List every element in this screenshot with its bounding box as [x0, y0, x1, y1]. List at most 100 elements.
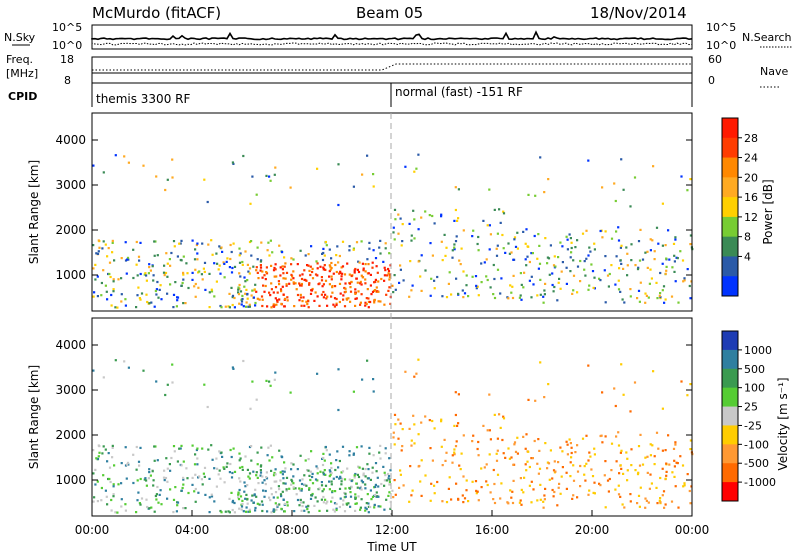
- colorbar-swatch: [722, 118, 738, 139]
- power-cell: [136, 294, 139, 297]
- colorbar-swatch: [722, 276, 738, 297]
- power-cell: [461, 289, 464, 292]
- power-cell: [155, 175, 158, 178]
- power-cell: [588, 246, 591, 249]
- power-cell: [102, 171, 105, 174]
- power-cell: [579, 280, 582, 283]
- power-cell: [116, 306, 119, 309]
- power-cell: [146, 300, 149, 304]
- velocity-cell: [153, 445, 156, 448]
- power-cell: [488, 248, 491, 251]
- power-cell: [106, 255, 109, 258]
- velocity-cell: [269, 499, 272, 502]
- nave-tick-top: 60: [708, 53, 722, 66]
- power-cell: [299, 284, 302, 287]
- power-cell: [496, 244, 499, 247]
- velocity-cell: [238, 459, 241, 462]
- velocity-cell: [359, 506, 362, 509]
- velocity-cell: [365, 502, 368, 505]
- power-cell: [263, 274, 266, 277]
- power-cell: [480, 262, 483, 265]
- power-cell: [633, 176, 637, 179]
- power-cell: [292, 277, 295, 280]
- velocity-cell: [191, 483, 194, 486]
- velocity-cell: [383, 479, 386, 482]
- power-cell: [299, 249, 302, 252]
- power-cell: [337, 261, 340, 264]
- power-cell: [511, 296, 515, 300]
- power-cell: [615, 255, 618, 258]
- velocity-cell: [358, 466, 361, 469]
- velocity-cell: [392, 496, 395, 499]
- power-cell: [370, 293, 373, 296]
- power-cell: [257, 277, 260, 280]
- power-cell: [398, 281, 401, 284]
- velocity-cell: [328, 488, 331, 491]
- power-cell: [637, 266, 640, 269]
- colorbar-tick-label: 20: [744, 171, 758, 184]
- nave-tick-bottom: 0: [708, 74, 715, 87]
- power-cell: [623, 301, 626, 304]
- velocity-cell: [393, 443, 396, 446]
- velocity-cell: [265, 379, 268, 382]
- power-cell: [513, 236, 517, 239]
- velocity-cell: [445, 451, 448, 454]
- velocity-cell: [641, 463, 645, 466]
- power-cell: [393, 238, 396, 241]
- velocity-cell: [126, 463, 129, 466]
- velocity-cell: [239, 480, 242, 483]
- velocity-cell: [107, 452, 110, 455]
- colorbar-swatch: [722, 482, 738, 502]
- velocity-cell: [591, 475, 595, 478]
- velocity-cell: [316, 479, 319, 482]
- velocity-cell: [196, 457, 199, 460]
- power-cell: [593, 242, 596, 245]
- power-cell: [256, 271, 259, 274]
- power-cell: [220, 246, 223, 249]
- power-cell: [277, 280, 280, 283]
- power-cell: [117, 278, 120, 281]
- power-cell: [534, 194, 537, 197]
- velocity-cell: [394, 423, 397, 426]
- power-cell: [620, 158, 623, 161]
- power-cell: [429, 294, 432, 297]
- power-cell: [644, 301, 647, 304]
- velocity-cell: [344, 487, 347, 490]
- power-cell: [320, 279, 324, 282]
- power-cell: [112, 288, 115, 291]
- power-cell: [668, 258, 671, 261]
- power-cell: [462, 270, 465, 273]
- velocity-cell: [286, 504, 289, 507]
- velocity-cell: [136, 499, 139, 502]
- velocity-cell: [459, 468, 462, 471]
- power-cell: [359, 301, 362, 304]
- velocity-cell: [683, 482, 686, 485]
- power-cell: [274, 286, 278, 289]
- power-cell: [621, 298, 624, 301]
- velocity-cell: [637, 445, 641, 448]
- velocity-cell: [671, 471, 674, 474]
- velocity-cell: [528, 484, 531, 487]
- velocity-cell: [649, 443, 652, 446]
- velocity-cell: [139, 446, 142, 449]
- power-cell: [393, 274, 396, 277]
- power-cell: [135, 306, 138, 309]
- power-cell: [245, 305, 248, 308]
- velocity-cell: [310, 450, 313, 453]
- velocity-cell: [338, 477, 341, 480]
- power-cell: [569, 270, 572, 273]
- velocity-cell: [101, 452, 104, 455]
- velocity-cell: [107, 477, 110, 481]
- power-cell: [367, 306, 370, 309]
- velocity-cell: [285, 489, 288, 492]
- velocity-cell: [245, 510, 248, 513]
- velocity-cell: [558, 482, 561, 485]
- power-cell: [489, 286, 492, 289]
- velocity-cell: [367, 477, 370, 480]
- velocity-cell: [274, 502, 277, 505]
- velocity-cell: [367, 505, 370, 508]
- velocity-cell: [593, 447, 596, 450]
- y-tick-label: 2000: [55, 223, 86, 237]
- velocity-cell: [388, 457, 391, 460]
- power-cell: [457, 188, 460, 191]
